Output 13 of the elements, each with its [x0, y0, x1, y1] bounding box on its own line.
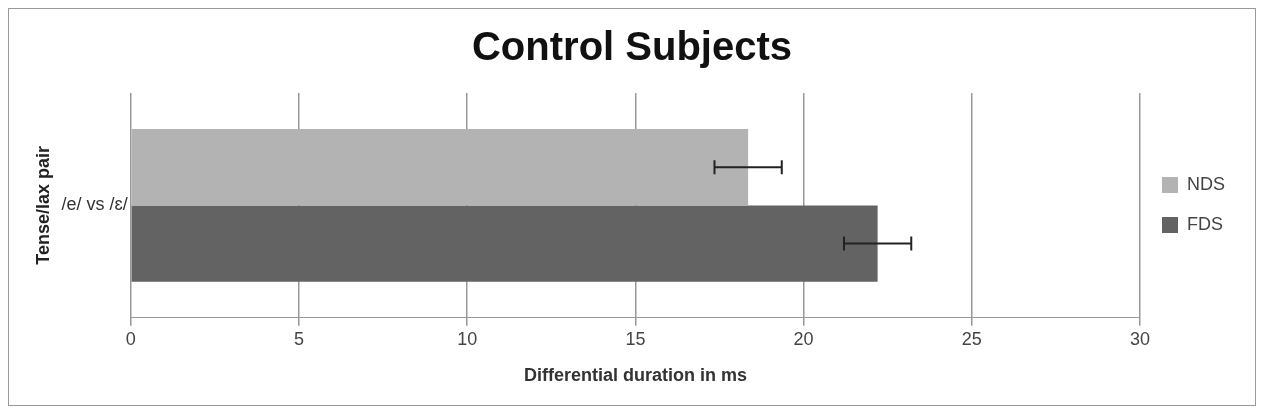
x-tick-label: 0: [125, 328, 136, 349]
x-tick-label: 30: [1129, 328, 1151, 349]
legend-label: NDS: [1187, 173, 1226, 194]
y-axis-title: Tense/lax pair: [32, 146, 53, 265]
x-tick-label: 25: [961, 328, 982, 349]
legend-label: FDS: [1187, 213, 1223, 234]
x-tick-label: 5: [294, 328, 305, 349]
x-axis-title: Differential duration in ms: [523, 365, 747, 386]
x-tick-label: 20: [793, 328, 814, 349]
chart-title: Control Subjects: [471, 24, 793, 69]
x-tick-label: 15: [625, 328, 646, 349]
y-tick-label: /e/ vs /ɛ/: [61, 194, 128, 215]
x-tick-label: 10: [457, 328, 478, 349]
